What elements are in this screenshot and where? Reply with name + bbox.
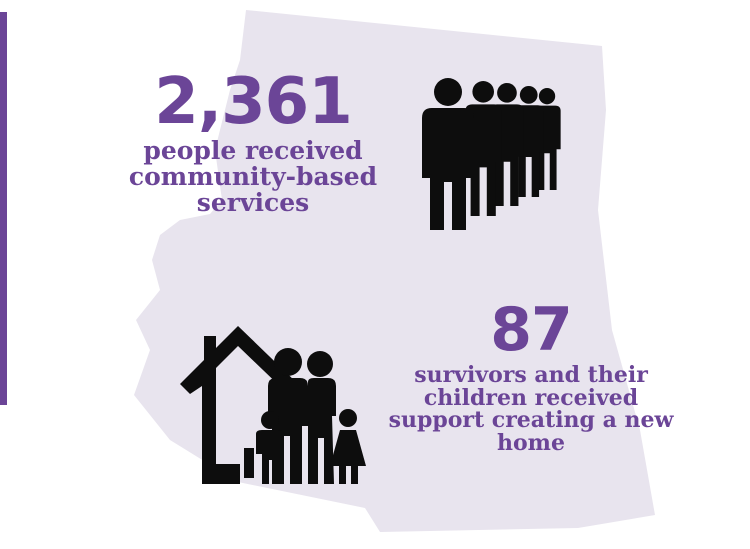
stat-label: people received community-based services [128, 136, 378, 217]
stat-number: 2,361 [154, 65, 352, 139]
left-accent-bar [0, 12, 7, 405]
stat-people-served: 2,361 people received community-based se… [108, 70, 398, 215]
people-line-icon [422, 78, 561, 230]
stat-number: 87 [490, 295, 573, 365]
stat-label: survivors and their children received su… [388, 362, 674, 456]
stat-survivors-housed: 87 survivors and their children received… [380, 300, 682, 455]
family-home-icon [180, 326, 366, 484]
